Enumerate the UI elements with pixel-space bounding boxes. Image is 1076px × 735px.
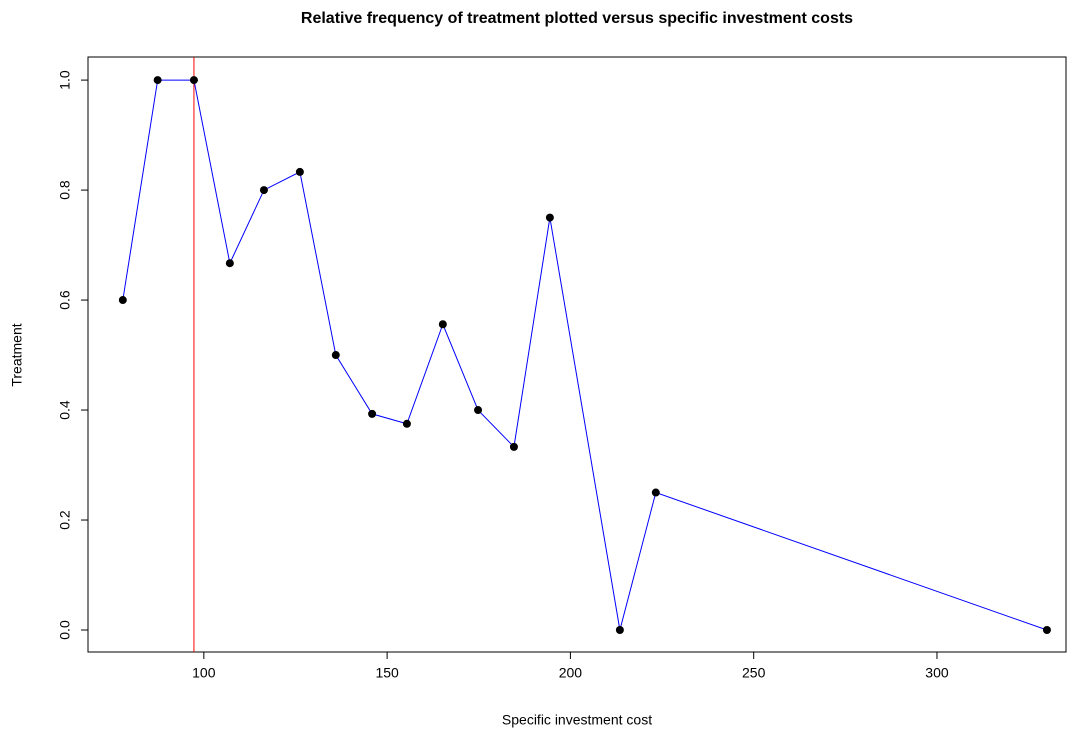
x-axis-label: Specific investment cost bbox=[502, 712, 652, 728]
data-point bbox=[509, 442, 518, 451]
data-line bbox=[122, 79, 1048, 631]
data-point bbox=[1042, 626, 1051, 635]
chart-title: Relative frequency of treatment plotted … bbox=[301, 10, 853, 27]
y-tick-label: 0.2 bbox=[57, 510, 73, 530]
data-point bbox=[438, 320, 447, 329]
x-tick-label: 250 bbox=[742, 665, 766, 681]
data-point bbox=[368, 409, 377, 418]
y-axis-label: Treatment bbox=[9, 323, 25, 386]
data-point bbox=[153, 76, 162, 85]
data-point bbox=[225, 259, 234, 268]
y-tick-label: 0.6 bbox=[57, 290, 73, 310]
data-point bbox=[402, 419, 411, 428]
data-point bbox=[474, 406, 483, 415]
y-tick-label: 0.8 bbox=[57, 180, 73, 200]
x-tick-label: 200 bbox=[559, 665, 583, 681]
data-point bbox=[331, 351, 340, 360]
data-point bbox=[295, 167, 304, 176]
y-tick-label: 1.0 bbox=[57, 70, 73, 90]
data-point bbox=[615, 626, 624, 635]
data-point bbox=[118, 296, 127, 305]
x-tick-label: 300 bbox=[925, 665, 949, 681]
x-tick-label: 150 bbox=[375, 665, 399, 681]
y-tick-label: 0.4 bbox=[57, 400, 73, 420]
data-point bbox=[189, 76, 198, 85]
plot-frame bbox=[87, 56, 1067, 653]
x-tick-label: 100 bbox=[192, 665, 216, 681]
y-tick-label: 0.0 bbox=[57, 620, 73, 640]
data-point bbox=[259, 186, 268, 195]
data-point bbox=[651, 488, 660, 497]
data-point bbox=[545, 213, 554, 222]
